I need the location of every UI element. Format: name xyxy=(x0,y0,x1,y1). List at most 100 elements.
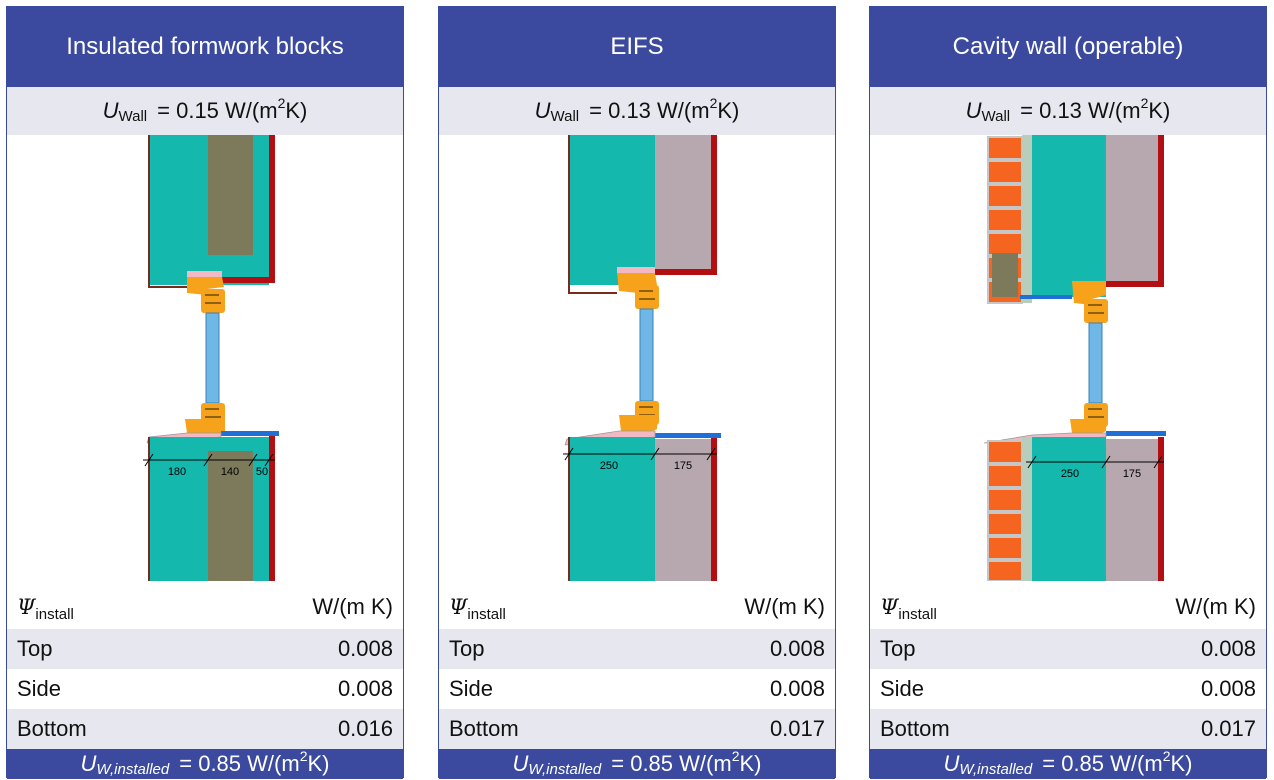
head-frame xyxy=(617,273,657,293)
upper-structure xyxy=(1032,135,1106,297)
psi-unit: W/(m K) xyxy=(312,594,393,619)
psi-row-top: Top 0.008 xyxy=(870,629,1266,669)
panel-title: EIFS xyxy=(439,7,835,87)
head-sash-detail xyxy=(1088,304,1104,314)
dimension-label: 50 xyxy=(256,466,268,478)
panel-eifs: EIFS U Wall = 0.13 W/(m 2 K) 250 xyxy=(438,6,836,779)
brick xyxy=(987,184,1023,208)
upper-cavity xyxy=(1022,135,1032,303)
psi-symbol: Ψ xyxy=(449,595,468,619)
brick xyxy=(987,208,1023,232)
lower-render xyxy=(1158,437,1164,581)
u-w-installed: U W,installed = 0.85 W/(m 2 K) xyxy=(439,748,835,779)
lower-insulation xyxy=(655,439,711,581)
psi-row-bottom: Bottom 0.017 xyxy=(870,709,1266,749)
psi-header-row: Ψinstall W/(m K) xyxy=(17,594,393,623)
dimension-label: 175 xyxy=(674,460,692,472)
brick xyxy=(987,440,1023,464)
lintel xyxy=(992,253,1018,297)
psi-row-top: Top 0.008 xyxy=(439,629,835,669)
upper-render xyxy=(1106,135,1164,287)
lower-structure xyxy=(1032,437,1106,581)
frame-seal xyxy=(617,267,655,273)
dimension-ticks xyxy=(1027,455,1163,469)
u-wall-value: U Wall = 0.15 W/(m 2 K) xyxy=(7,87,403,135)
dimension-label: 250 xyxy=(1061,468,1079,480)
head-sash xyxy=(635,285,659,309)
upper-render xyxy=(222,135,275,283)
panel-title: Cavity wall (operable) xyxy=(870,7,1266,87)
sill-sash-detail xyxy=(205,408,221,418)
head-sash xyxy=(1084,299,1108,323)
psi-header-row: Ψinstall W/(m K) xyxy=(880,594,1256,623)
dimension-ticks xyxy=(564,447,716,461)
upper-core xyxy=(208,135,253,255)
lower-cavity xyxy=(1022,437,1032,581)
upper-structure xyxy=(569,135,655,285)
section-svg: 180 140 50 xyxy=(143,135,279,581)
head-frame xyxy=(1072,281,1106,305)
lintel-flashing xyxy=(1020,295,1072,299)
dimension-label: 180 xyxy=(168,466,186,478)
window-sill xyxy=(655,433,721,438)
section-drawing: 180 140 50 xyxy=(7,135,403,581)
psi-unit: W/(m K) xyxy=(1175,594,1256,619)
head-sash-detail xyxy=(205,294,221,304)
u-w-installed: U W,installed = 0.85 W/(m 2 K) xyxy=(7,748,403,779)
psi-unit: W/(m K) xyxy=(744,594,825,619)
u-wall-value: U Wall = 0.13 W/(m 2 K) xyxy=(870,87,1266,135)
upper-insulation xyxy=(655,135,711,270)
sill-frame xyxy=(619,415,657,431)
brick xyxy=(987,464,1023,488)
u-w-installed: U W,installed = 0.85 W/(m 2 K) xyxy=(870,748,1266,779)
psi-row-side: Side 0.008 xyxy=(880,676,1256,701)
u-wall-value: U Wall = 0.13 W/(m 2 K) xyxy=(439,87,835,135)
inner-plaster xyxy=(148,135,187,288)
lower-render xyxy=(711,438,717,581)
head-frame xyxy=(187,277,224,295)
panel-cavity-wall: Cavity wall (operable) U Wall = 0.13 W/(m… xyxy=(869,6,1267,779)
upper-insulation xyxy=(1106,135,1158,283)
brick xyxy=(987,536,1023,560)
panel-insulated-formwork: Insulated formwork blocks U Wall = 0.15 W… xyxy=(6,6,404,779)
lower-render xyxy=(269,436,275,581)
head-sash-detail xyxy=(639,290,655,300)
head-sash xyxy=(201,289,225,313)
dimension-label: 250 xyxy=(600,460,618,472)
glazing xyxy=(639,308,654,402)
brick xyxy=(987,232,1023,256)
brick xyxy=(987,488,1023,512)
window-sill xyxy=(221,431,279,436)
sill-frame xyxy=(1070,419,1106,433)
window-sill xyxy=(1106,431,1166,436)
glazing xyxy=(205,312,220,404)
brick xyxy=(987,560,1023,582)
glazing xyxy=(1088,322,1103,404)
brick xyxy=(987,136,1023,160)
panel-title: Insulated formwork blocks xyxy=(7,7,403,87)
sill-sash-detail xyxy=(1088,408,1104,418)
lower-structure xyxy=(569,437,655,581)
dimension-ticks xyxy=(144,453,274,467)
psi-row-bottom: Bottom 0.017 xyxy=(439,709,835,749)
psi-row-top: Top 0.008 xyxy=(7,629,403,669)
sill-frame xyxy=(185,419,225,433)
lower-core xyxy=(208,451,253,581)
section-drawing: 250 175 xyxy=(439,135,835,581)
psi-header-row: Ψinstall W/(m K) xyxy=(449,594,825,623)
brick xyxy=(987,512,1023,536)
psi-row-bottom: Bottom 0.016 xyxy=(7,709,403,749)
brick xyxy=(987,160,1023,184)
section-svg: 250 175 xyxy=(983,135,1166,582)
psi-row-side: Side 0.008 xyxy=(17,676,393,701)
psi-row-side: Side 0.008 xyxy=(449,676,825,701)
psi-symbol: Ψ xyxy=(880,595,899,619)
section-drawing: 250 175 xyxy=(870,135,1266,582)
dimension-label: 140 xyxy=(221,466,239,478)
section-svg: 250 175 xyxy=(563,135,721,581)
frame-seal xyxy=(187,271,222,277)
dimension-label: 175 xyxy=(1123,468,1141,480)
inner-plaster xyxy=(568,135,617,294)
psi-symbol: Ψ xyxy=(17,595,36,619)
lower-brick-leaf xyxy=(987,440,1023,582)
